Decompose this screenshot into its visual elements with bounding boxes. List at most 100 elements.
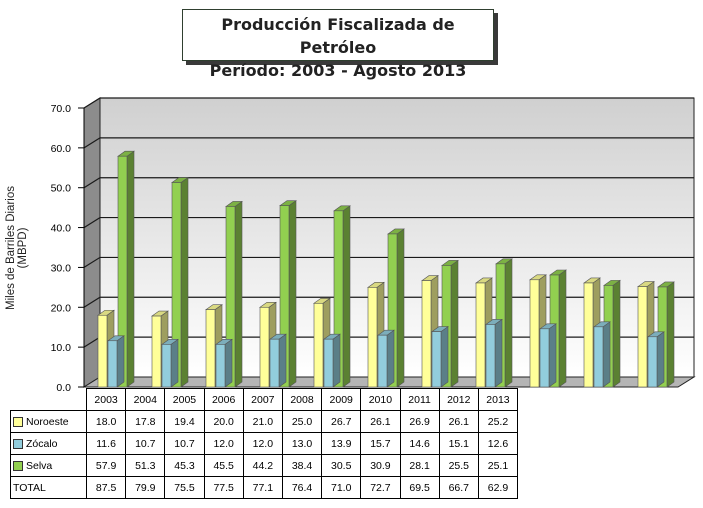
table-row: Noroeste 18.0 17.8 19.4 20.0 21.0 25.0 26.7 26.1…	[10, 410, 519, 433]
data-label: 25.0	[281, 410, 323, 433]
column-header: 2006	[203, 388, 244, 411]
legend-label: Selva	[26, 459, 53, 472]
data-label: 28.1	[399, 454, 440, 477]
bar-selva-2007	[333, 210, 344, 388]
total-label: TOTAL	[10, 476, 87, 499]
total-value: 77.1	[242, 476, 283, 499]
gridline	[83, 256, 694, 268]
gridline	[83, 177, 694, 189]
bar-selva-2005	[225, 206, 236, 388]
bar-selva-2011-side	[558, 269, 567, 388]
bar-selva-2005-side	[234, 200, 243, 388]
column-header: 2010	[360, 388, 401, 411]
chart-title: Producción Fiscalizada de Petróleo Perío…	[182, 9, 494, 80]
y-tick-label: 70.0	[51, 103, 72, 115]
bar-zócalo-2005-side	[224, 338, 233, 388]
bar-noroeste-2004	[151, 315, 162, 388]
table-corner	[11, 389, 87, 411]
y-tick-label: 10.0	[51, 342, 72, 354]
bar-selva-2007-side	[342, 205, 351, 388]
bar-selva-2009-side	[450, 259, 459, 388]
data-label: 26.7	[321, 410, 362, 433]
legend-entry: Selva	[10, 454, 87, 477]
bar-noroeste-2009	[421, 280, 432, 388]
data-label: 26.1	[360, 410, 401, 433]
data-label: 25.5	[438, 454, 479, 477]
legend-swatch	[13, 460, 23, 471]
table-row: Zócalo 11.6 10.7 10.7 12.0 12.0 13.0 13.9 15.7 14…	[10, 432, 519, 455]
data-table: 2003 2004 2005 2006 2007 2008 2009 2010 2011 2012…	[10, 388, 519, 499]
data-label: 13.9	[321, 432, 362, 455]
data-label: 12.6	[477, 432, 519, 455]
bar-noroeste-2007	[313, 302, 324, 388]
y-tick-label: 20.0	[51, 302, 72, 314]
total-value: 69.5	[399, 476, 440, 499]
data-label: 38.4	[281, 454, 323, 477]
chart-title-line1: Producción Fiscalizada de Petróleo	[221, 15, 455, 57]
column-header: 2013	[477, 388, 519, 411]
bar-selva-2006-side	[288, 200, 297, 388]
chart-plot-area: 0.0 10.0 20.0 30.0 40.0 50.0 60.0 70.0	[51, 97, 696, 394]
legend-label: Zócalo	[26, 437, 58, 450]
bar-zócalo-2006	[269, 338, 280, 388]
bar-selva-2008-side	[396, 228, 405, 388]
legend-swatch	[13, 416, 23, 427]
y-tick-label: 50.0	[51, 183, 72, 195]
gridline	[83, 97, 694, 109]
data-label: 30.9	[360, 454, 401, 477]
bar-zócalo-2003	[107, 340, 118, 388]
data-label: 14.6	[399, 432, 440, 455]
column-header: 2009	[321, 388, 362, 411]
column-header: 2005	[164, 388, 205, 411]
legend-entry: Zócalo	[10, 432, 87, 455]
bar-noroeste-2010	[475, 282, 486, 388]
bar-zócalo-2013-side	[656, 331, 665, 388]
bar-zócalo-2003-side	[116, 335, 125, 388]
bar-zócalo-2012	[593, 326, 604, 388]
data-label: 10.7	[125, 432, 166, 455]
bar-zócalo-2008	[377, 334, 388, 388]
data-label: 10.7	[164, 432, 205, 455]
column-header: 2003	[85, 388, 127, 411]
data-label: 20.0	[203, 410, 244, 433]
chart-title-line2: Período: 2003 - Agosto 2013	[209, 61, 467, 80]
table-row-total: TOTAL 87.5 79.9 75.5 77.5 77.1 76.4 71.0 72.7 69.…	[10, 476, 519, 499]
y-tick-label: 30.0	[51, 262, 72, 274]
data-label: 45.5	[203, 454, 244, 477]
bar-noroeste-2003	[97, 314, 108, 388]
bar-zócalo-2009-side	[440, 326, 449, 388]
column-header: 2008	[281, 388, 323, 411]
data-label: 19.4	[164, 410, 205, 433]
bar-noroeste-2012	[583, 282, 594, 388]
data-label: 30.5	[321, 454, 362, 477]
bar-noroeste-2013	[637, 286, 648, 388]
total-value: 76.4	[281, 476, 323, 499]
data-label: 26.1	[438, 410, 479, 433]
bar-selva-2006	[279, 205, 290, 388]
data-label: 21.0	[242, 410, 283, 433]
bar-noroeste-2005	[205, 309, 216, 388]
data-label: 26.9	[399, 410, 440, 433]
total-value: 71.0	[321, 476, 362, 499]
bar-zócalo-2007-side	[332, 333, 341, 388]
data-label: 25.2	[477, 410, 519, 433]
total-value: 77.5	[203, 476, 244, 499]
bar-zócalo-2011-side	[548, 323, 557, 388]
data-label: 51.3	[125, 454, 166, 477]
bar-zócalo-2006-side	[278, 333, 287, 388]
data-label: 13.0	[281, 432, 323, 455]
side-wall	[83, 97, 101, 388]
total-value: 75.5	[164, 476, 205, 499]
data-label: 18.0	[85, 410, 127, 433]
gridline	[83, 216, 694, 229]
data-label: 25.1	[477, 454, 519, 477]
bar-zócalo-2007	[323, 338, 334, 388]
bar-noroeste-2006	[259, 306, 270, 388]
gridline	[83, 137, 694, 149]
total-value: 87.5	[85, 476, 127, 499]
data-label: 12.0	[242, 432, 283, 455]
total-value: 79.9	[125, 476, 166, 499]
bar-zócalo-2013	[647, 336, 658, 388]
data-label: 15.7	[360, 432, 401, 455]
bar-selva-2008	[387, 233, 398, 388]
